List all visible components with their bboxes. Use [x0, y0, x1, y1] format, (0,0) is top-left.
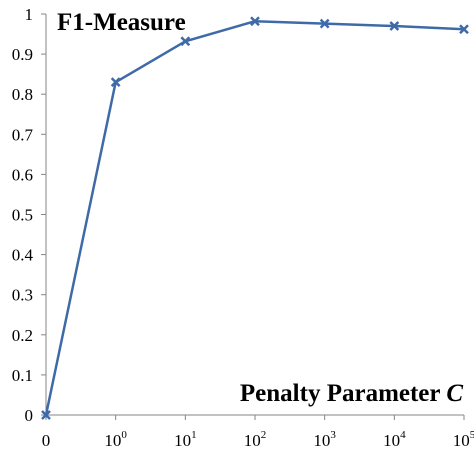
y-tick-label: 0.1 [12, 366, 33, 385]
x-tick-exponent: 4 [400, 429, 406, 441]
x-tick-base: 10 [174, 431, 191, 450]
y-tick-label: 0.2 [12, 326, 33, 345]
x-tick-label: 102 [244, 429, 267, 450]
y-tick-label: 0.5 [12, 206, 33, 225]
data-point-marker [250, 16, 260, 27]
x-axis-title: Penalty Parameter C [240, 380, 463, 407]
x-tick-exponent: 2 [261, 429, 267, 441]
x-tick-base: 10 [453, 431, 470, 450]
data-point-marker [389, 21, 400, 31]
data-point-marker [180, 36, 191, 47]
marker-stroke [459, 24, 469, 35]
marker-stroke [389, 21, 400, 31]
marker-stroke [110, 77, 121, 88]
x-tick-label: 104 [383, 429, 406, 450]
x-tick-exponent: 3 [330, 429, 336, 441]
x-tick-label: 101 [174, 429, 197, 450]
data-point-marker [319, 18, 330, 29]
series-line [44, 19, 465, 416]
y-tick-label: 0 [25, 406, 34, 425]
y-tick-label: 0.7 [12, 125, 34, 144]
series-group [41, 16, 469, 420]
data-point-marker [459, 24, 469, 35]
x-tick-base: 0 [42, 431, 51, 450]
y-tick-label: 0.8 [12, 85, 33, 104]
x-tick-label: 0 [42, 431, 51, 450]
x-tick-label: 100 [104, 429, 127, 450]
marker-stroke [41, 410, 51, 420]
data-point-marker [110, 77, 121, 88]
x-tick-base: 10 [244, 431, 261, 450]
x-tick-exponent: 5 [470, 429, 474, 441]
chart-title: F1-Measure [57, 9, 186, 36]
marker-stroke [250, 16, 260, 27]
y-tick-label: 1 [25, 5, 34, 24]
data-point-marker [41, 410, 51, 420]
y-axis: 0 0.1 0.2 0.3 0.4 0.5 0.6 0.7 0.8 0.9 1 [12, 5, 47, 425]
y-tick-label: 0.4 [12, 246, 34, 265]
x-tick-exponent: 1 [191, 429, 197, 441]
x-tick-base: 10 [313, 431, 330, 450]
x-axis: 0 100 101 102 103 104 105 [42, 414, 474, 450]
y-tick-label: 0.9 [12, 45, 33, 64]
y-tick-label: 0.3 [12, 286, 33, 305]
x-tick-label: 103 [313, 429, 336, 450]
x-axis-title-main: Penalty Parameter [240, 380, 446, 407]
x-tick-base: 10 [104, 431, 121, 450]
marker-stroke [180, 36, 191, 47]
x-tick-label: 105 [453, 429, 474, 450]
marker-stroke [319, 18, 330, 29]
x-tick-base: 10 [383, 431, 400, 450]
y-tick-label: 0.6 [12, 165, 33, 184]
x-tick-exponent: 0 [121, 429, 127, 441]
x-axis-title-var: C [446, 380, 463, 407]
